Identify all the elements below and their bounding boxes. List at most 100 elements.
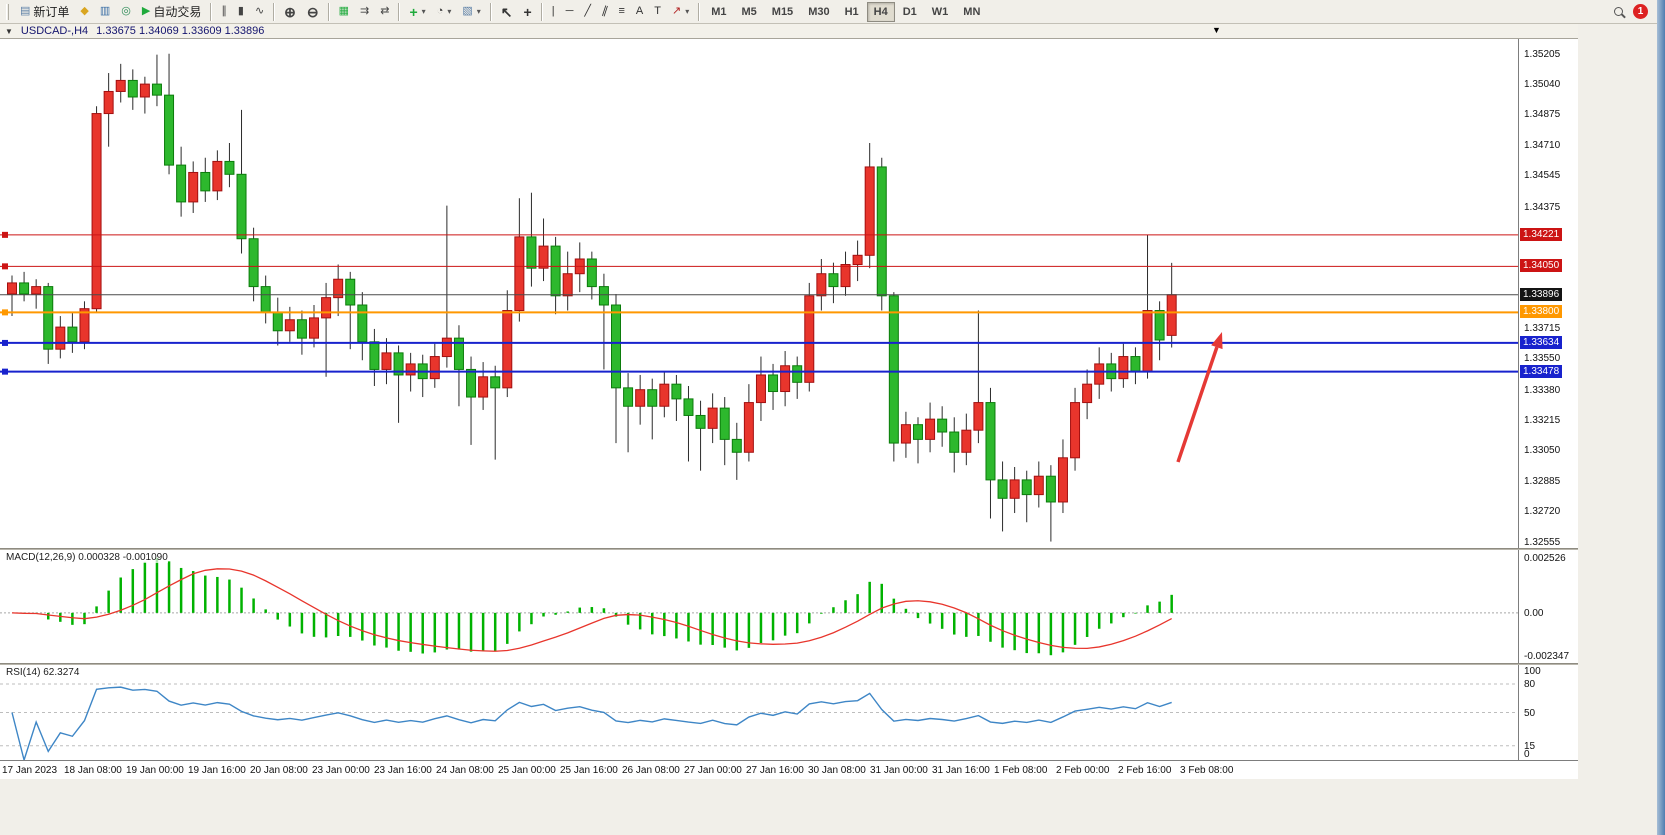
toolbar-separator	[327, 2, 330, 21]
hline-handle-1.34221[interactable]	[2, 231, 8, 238]
candlestick-chart-button[interactable]: ▮	[233, 2, 249, 22]
timeframe-M1-button[interactable]: M1	[704, 2, 733, 22]
crosshair-button[interactable]: +	[519, 2, 537, 22]
candle-down	[67, 326, 78, 343]
candle-down	[236, 173, 247, 240]
rsi-line	[11, 686, 1172, 760]
candle-down	[731, 438, 742, 453]
time-axis-label: 23 Jan 16:00	[374, 765, 432, 776]
timeframe-D1-button[interactable]: D1	[896, 2, 924, 22]
candle-down	[985, 402, 996, 481]
macd-signal-line	[11, 568, 1172, 652]
candle-up	[1009, 479, 1020, 499]
fibonacci-button[interactable]: ≡	[613, 2, 629, 22]
timeframe-H1-button[interactable]: H1	[838, 2, 866, 22]
hline-handle-1.33478[interactable]	[2, 368, 8, 375]
horizontal-line-button[interactable]: ─	[561, 2, 579, 22]
hline-handle-1.33634[interactable]	[2, 339, 8, 346]
candle-down	[127, 79, 138, 98]
main-toolbar: ▤ 新订单 ◆ ▥ ◎ ▶ 自动交易 ∥ ▮ ∿ ⊕ ⊖ ▦ ⇉ ⇄ + ▾ ◔ ▾ ▧ ▾ ↖ + | ─ ╱ ∥ ≡ A T ↗ ▾ M1 M…	[0, 0, 1657, 24]
candle-down	[1021, 479, 1032, 496]
dropdown-caret-icon[interactable]: ▾	[421, 7, 426, 16]
timeframe-M15-button[interactable]: M15	[765, 2, 800, 22]
macd-panel-canvas[interactable]	[0, 550, 1518, 663]
search-button[interactable]	[1608, 2, 1628, 22]
metaeditor-icon: ◆	[80, 5, 89, 17]
bar-chart-button[interactable]: ∥	[216, 2, 232, 22]
candle-down	[792, 365, 803, 383]
cursor-button[interactable]: ↖	[496, 2, 518, 22]
candle-up	[1118, 356, 1129, 380]
collapse-chart-icon[interactable]: ▼	[5, 26, 13, 36]
equidistant-channel-button[interactable]: ∥	[597, 2, 613, 22]
price-axis-label: 1.34545	[1524, 170, 1561, 182]
vertical-line-button[interactable]: |	[547, 2, 560, 22]
timeframe-M5-button[interactable]: M5	[735, 2, 764, 22]
arrows-button[interactable]: ↗ ▾	[667, 2, 694, 22]
timeframe-W1-button[interactable]: W1	[925, 2, 956, 22]
tile-windows-button[interactable]: ▦	[334, 2, 354, 22]
dropdown-caret-icon[interactable]: ▾	[476, 7, 481, 16]
candle-up	[864, 166, 875, 256]
candle-up	[1142, 310, 1153, 372]
zoom-out-button[interactable]: ⊖	[302, 2, 324, 22]
macd-panel-splitter[interactable]	[0, 548, 1578, 550]
candle-down	[526, 236, 537, 269]
price-axis-label: 1.35205	[1524, 48, 1561, 60]
chart-plot-background[interactable]	[0, 39, 1518, 548]
templates-button[interactable]: ▧ ▾	[457, 2, 485, 22]
line-chart-button[interactable]: ∿	[250, 2, 269, 22]
candle-up	[514, 236, 525, 312]
hline-handle-1.33800[interactable]	[2, 309, 8, 316]
timeframe-M30-button[interactable]: M30	[801, 2, 836, 22]
notification-badge[interactable]: 1	[1633, 4, 1648, 19]
candle-down	[43, 286, 54, 350]
candle-down	[647, 389, 658, 407]
hline-handle-1.34050[interactable]	[2, 263, 8, 270]
zoom-in-button[interactable]: ⊕	[279, 2, 301, 22]
time-axis-label: 19 Jan 00:00	[126, 765, 184, 776]
candle-up	[840, 264, 851, 288]
rsi-panel-canvas[interactable]	[0, 665, 1518, 760]
text-button[interactable]: A	[631, 2, 648, 22]
candles-group	[7, 53, 1177, 542]
time-axis-label: 1 Feb 08:00	[994, 765, 1048, 776]
arrow-object[interactable]	[1176, 332, 1223, 463]
autotrading-button[interactable]: ▶ 自动交易	[137, 2, 206, 22]
rsi-axis-label: 80	[1524, 679, 1536, 690]
rsi-axis-label: 15	[1524, 740, 1536, 752]
candle-down	[369, 341, 380, 370]
indicators-button[interactable]: + ▾	[404, 2, 430, 22]
price-axis[interactable]: 1.35205 1.35040 1.34875 1.34710 1.34545 1.343…	[1518, 39, 1578, 760]
navigator-button[interactable]: ◎	[116, 2, 136, 22]
chart-shift-button[interactable]: ⇄	[375, 2, 394, 22]
trendline-button[interactable]: ╱	[579, 2, 596, 22]
candle-up	[441, 337, 452, 358]
toolbar-grip[interactable]	[6, 3, 9, 20]
marker-triangle-icon: ▼	[1212, 25, 1221, 35]
metaeditor-button[interactable]: ◆	[75, 2, 93, 22]
text-icon: A	[635, 5, 644, 17]
dropdown-caret-icon[interactable]: ▾	[447, 7, 452, 16]
text-label-button[interactable]: T	[649, 2, 666, 22]
candle-up	[743, 402, 754, 453]
autotrading-label: 自动交易	[153, 5, 202, 19]
time-axis[interactable]: 17 Jan 2023 18 Jan 08:00 19 Jan 00:00 19 Ja…	[0, 760, 1578, 779]
price-axis-label: 1.33050	[1524, 445, 1561, 457]
timeframe-MN-button[interactable]: MN	[956, 2, 987, 22]
candle-up	[284, 319, 295, 332]
periods-button[interactable]: ◔ ▾	[432, 2, 457, 22]
arrows-icon: ↗	[671, 5, 682, 17]
auto-scroll-button[interactable]: ⇉	[355, 2, 374, 22]
candle-up	[1070, 402, 1081, 459]
price-line-badge: 1.33800	[1520, 305, 1563, 319]
dropdown-caret-icon[interactable]: ▾	[685, 7, 690, 16]
main-chart-canvas[interactable]	[0, 39, 1518, 548]
time-axis-label: 2 Feb 00:00	[1056, 765, 1110, 776]
new-order-button[interactable]: ▤ 新订单	[15, 2, 74, 22]
time-axis-label: 30 Jan 08:00	[808, 765, 866, 776]
rsi-panel-splitter[interactable]	[0, 663, 1578, 665]
market-watch-button[interactable]: ▥	[95, 2, 115, 22]
timeframe-H4-button[interactable]: H4	[866, 1, 895, 22]
